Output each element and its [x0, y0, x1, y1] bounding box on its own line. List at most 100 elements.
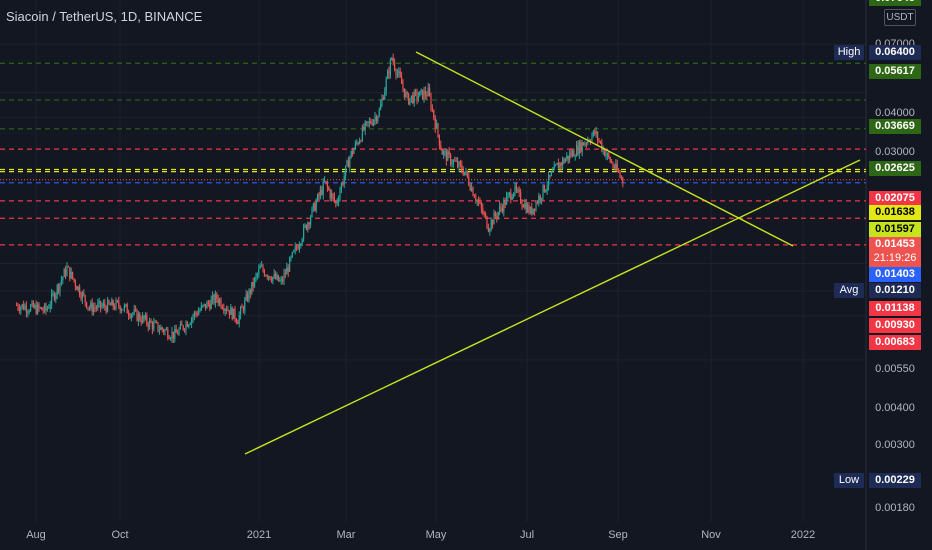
candle-body	[350, 150, 352, 158]
candle-body	[619, 172, 621, 177]
candle-body	[378, 109, 380, 117]
candle-body	[359, 140, 361, 144]
price-tick-label: 0.00180	[875, 502, 915, 514]
candle-body	[184, 329, 186, 331]
candle-body	[314, 203, 316, 211]
candle-body	[469, 185, 471, 191]
candle-body	[283, 273, 285, 282]
candle-body	[553, 165, 555, 171]
candle-body	[91, 302, 93, 313]
candle-body	[445, 151, 447, 161]
candle-body	[398, 71, 400, 73]
candle-body	[126, 304, 128, 314]
candle-body	[352, 150, 354, 154]
candle-body	[343, 175, 345, 185]
candle-body	[611, 161, 613, 163]
candle-body	[377, 116, 379, 122]
candle-body	[256, 273, 258, 276]
candle-body	[233, 308, 235, 320]
candle-body	[422, 89, 424, 100]
candle-body	[363, 126, 365, 130]
candle-body	[438, 134, 440, 146]
candle-body	[121, 309, 123, 311]
candle-body	[416, 91, 418, 100]
candle-body	[602, 148, 604, 151]
candle-body	[555, 164, 557, 166]
candle-body	[459, 161, 461, 165]
candle-body	[331, 193, 333, 198]
candle-body	[311, 207, 313, 217]
candle-body	[115, 300, 117, 309]
candle-body	[308, 222, 310, 225]
candle-body	[532, 208, 534, 214]
candle-body	[214, 293, 216, 304]
candle-body	[417, 96, 419, 100]
candle-body	[531, 207, 533, 214]
candle-body	[594, 130, 596, 134]
candle-body	[207, 302, 209, 304]
candle-body	[37, 304, 39, 314]
candle-body	[273, 273, 275, 277]
candle-body	[338, 199, 340, 202]
candle-body	[198, 311, 200, 315]
candle-body	[546, 185, 548, 190]
candle-body	[597, 131, 599, 140]
candle-body	[79, 286, 81, 296]
candle-body	[587, 140, 589, 144]
time-tick-label: Aug	[26, 529, 46, 541]
candle-body	[231, 307, 233, 320]
candle-body	[150, 320, 152, 323]
candle-body	[454, 160, 456, 162]
candle-body	[182, 325, 184, 330]
candle-body	[340, 183, 342, 191]
candle-body	[574, 156, 576, 158]
candle-body	[500, 206, 502, 208]
candle-body	[420, 89, 422, 92]
candle-body	[240, 307, 242, 315]
candle-body	[35, 305, 37, 314]
candle-body	[387, 71, 389, 79]
candle-body	[310, 216, 312, 225]
candle-body	[303, 226, 305, 240]
candle-body	[433, 109, 435, 119]
candle-body	[437, 123, 439, 135]
candle-body	[583, 142, 585, 146]
candle-body	[401, 76, 403, 84]
candle-body	[156, 321, 158, 323]
candle-body	[503, 200, 505, 212]
candle-body	[235, 319, 237, 323]
candle-body	[45, 304, 47, 311]
candle-body	[294, 246, 296, 251]
candle-body	[20, 306, 22, 311]
candle-body	[605, 155, 607, 157]
time-tick-label: Jul	[519, 529, 535, 541]
candle-body	[487, 228, 489, 232]
candle-body	[324, 180, 326, 182]
candle-body	[289, 257, 291, 272]
candle-body	[578, 141, 580, 155]
candle-body	[616, 163, 618, 171]
candle-body	[146, 315, 148, 324]
candle-body	[466, 170, 468, 177]
candle-body	[336, 201, 338, 203]
candle-body	[102, 303, 104, 306]
candle-body	[167, 329, 169, 339]
candle-body	[550, 172, 552, 176]
candle-body	[38, 304, 40, 308]
candle-body	[129, 315, 131, 318]
candle-body	[427, 87, 429, 96]
candle-body	[499, 206, 501, 212]
candle-body	[539, 195, 541, 200]
candle-body	[238, 314, 240, 324]
candle-body	[44, 304, 46, 311]
candle-body	[133, 309, 135, 314]
candle-body	[280, 279, 282, 281]
candle-body	[241, 307, 243, 309]
currency-selector[interactable]: USDT	[884, 9, 916, 26]
candle-body	[276, 275, 278, 279]
candle-body	[100, 301, 102, 308]
chart-title: Siacoin / TetherUS, 1D, BINANCE	[6, 9, 203, 24]
candle-body	[380, 104, 382, 110]
candle-body	[357, 142, 359, 144]
